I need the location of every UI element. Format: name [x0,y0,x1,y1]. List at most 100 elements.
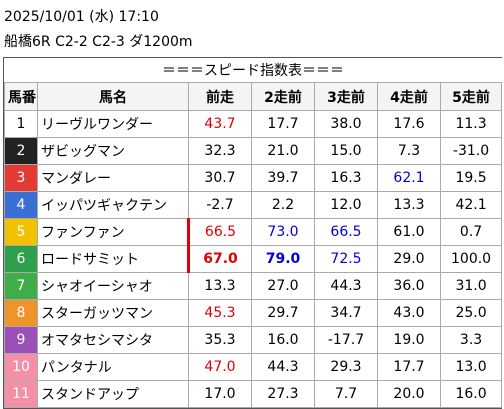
speed-index: 27.0 [251,272,315,300]
speed-index: 7.7 [314,380,378,408]
column-header: 5走前 [439,82,503,111]
speed-index: 79.0 [251,245,315,273]
horse-name: オマタセシマシタ [37,326,189,354]
speed-index: 20.0 [377,380,441,408]
row: 3 マンダレー 30.7 39.7 16.3 62.1 19.5 [4,164,503,192]
horse-number: 3 [4,164,38,192]
speed-index: 17.7 [251,110,315,138]
horse-number: 6 [4,245,38,273]
table-title: ＝＝＝スピード指数表＝＝＝ [4,58,502,83]
horse-name: マンダレー [37,164,189,192]
speed-index: 7.3 [377,137,441,165]
horse-number: 8 [4,299,38,327]
row: 10 パンタナル 47.0 44.3 29.3 17.7 13.0 [4,353,503,381]
speed-index: -17.7 [314,326,378,354]
speed-index: 32.3 [188,137,252,165]
speed-index: 66.5 [314,218,378,246]
row: 1 リーヴルワンダー 43.7 17.7 38.0 17.6 11.3 [4,110,503,138]
row: 4 イッパツギャクテン -2.7 2.2 12.0 13.3 42.1 [4,191,503,219]
row: 5 ファンファン 66.5 73.0 66.5 61.0 0.7 [4,218,503,246]
speed-index: 29.0 [377,245,441,273]
speed-index: 13.3 [377,191,441,219]
horse-number: 4 [4,191,38,219]
horse-name: パンタナル [37,353,189,381]
horse-name: スタンドアップ [37,380,189,408]
speed-index: 73.0 [251,218,315,246]
race-info: 船橋6R C2-2 C2-3 ダ1200m [4,34,193,50]
speed-index: 30.7 [188,164,252,192]
horse-name: イッパツギャクテン [37,191,189,219]
speed-index: 12.0 [314,191,378,219]
horse-number: 9 [4,326,38,354]
horse-name: スターガッツマン [37,299,189,327]
speed-index: -2.7 [188,191,252,219]
horse-name: ロードサミット [37,245,189,273]
row: 8 スターガッツマン 45.3 29.7 34.7 43.0 25.0 [4,299,503,327]
speed-index: 16.0 [439,380,503,408]
speed-index: 39.7 [251,164,315,192]
speed-table: ＝＝＝スピード指数表＝＝＝ 馬番 馬名 前走 2走前 3走前 4走前 5走前 1 リーヴルワン… [4,58,503,408]
speed-index: 34.7 [314,299,378,327]
column-header: 馬名 [37,82,189,111]
speed-index: 17.6 [377,110,441,138]
speed-index: 21.0 [251,137,315,165]
speed-index: 38.0 [314,110,378,138]
speed-index: 44.3 [251,353,315,381]
speed-index: 11.3 [439,110,503,138]
speed-index: 19.0 [377,326,441,354]
horse-number: 10 [4,353,38,381]
speed-index: 29.7 [251,299,315,327]
horse-number: 7 [4,272,38,300]
speed-index: 19.5 [439,164,503,192]
horse-name: ザビッグマン [37,137,189,165]
speed-index: 15.0 [314,137,378,165]
row: 6 ロードサミット 67.0 79.0 72.5 29.0 100.0 [4,245,503,273]
speed-index: 66.5 [187,218,252,246]
speed-index: 25.0 [439,299,503,327]
speed-index: 45.3 [188,299,252,327]
table-box: ＝＝＝スピード指数表＝＝＝ 馬番 馬名 前走 2走前 3走前 4走前 5走前 1 リーヴルワン… [3,57,503,409]
column-header: 4走前 [377,82,441,111]
speed-index: 36.0 [377,272,441,300]
horse-name: リーヴルワンダー [37,110,189,138]
speed-index: 43.7 [188,110,252,138]
horse-number: 11 [4,380,38,408]
speed-index: 61.0 [377,218,441,246]
speed-index: 0.7 [439,218,503,246]
speed-index: 67.0 [187,245,252,273]
speed-index: 2.2 [251,191,315,219]
horse-number: 5 [4,218,38,246]
horse-name: シャオイーシャオ [37,272,189,300]
column-header: 2走前 [251,82,315,111]
column-header: 馬番 [4,82,38,111]
speed-index: 29.3 [314,353,378,381]
speed-index: 3.3 [439,326,503,354]
speed-index: 31.0 [439,272,503,300]
speed-index: 16.3 [314,164,378,192]
horse-number: 1 [4,110,38,138]
horse-name: ファンファン [37,218,189,246]
speed-index: 100.0 [439,245,503,273]
speed-index: 16.0 [251,326,315,354]
speed-index: -31.0 [439,137,503,165]
speed-index: 13.0 [439,353,503,381]
speed-index: 13.3 [188,272,252,300]
column-header: 前走 [188,82,252,111]
column-header: 3走前 [314,82,378,111]
speed-index: 72.5 [314,245,378,273]
horse-number: 2 [4,137,38,165]
speed-index: 43.0 [377,299,441,327]
datetime: 2025/10/01 (水) 17:10 [4,9,159,25]
speed-index: 35.3 [188,326,252,354]
speed-index: 17.7 [377,353,441,381]
row: 7 シャオイーシャオ 13.3 27.0 44.3 36.0 31.0 [4,272,503,300]
speed-index: 42.1 [439,191,503,219]
row: 2 ザビッグマン 32.3 21.0 15.0 7.3 -31.0 [4,137,503,165]
row: 9 オマタセシマシタ 35.3 16.0 -17.7 19.0 3.3 [4,326,503,354]
speed-index: 62.1 [377,164,441,192]
speed-index: 44.3 [314,272,378,300]
speed-index: 27.3 [251,380,315,408]
speed-index: 17.0 [188,380,252,408]
speed-index: 47.0 [188,353,252,381]
